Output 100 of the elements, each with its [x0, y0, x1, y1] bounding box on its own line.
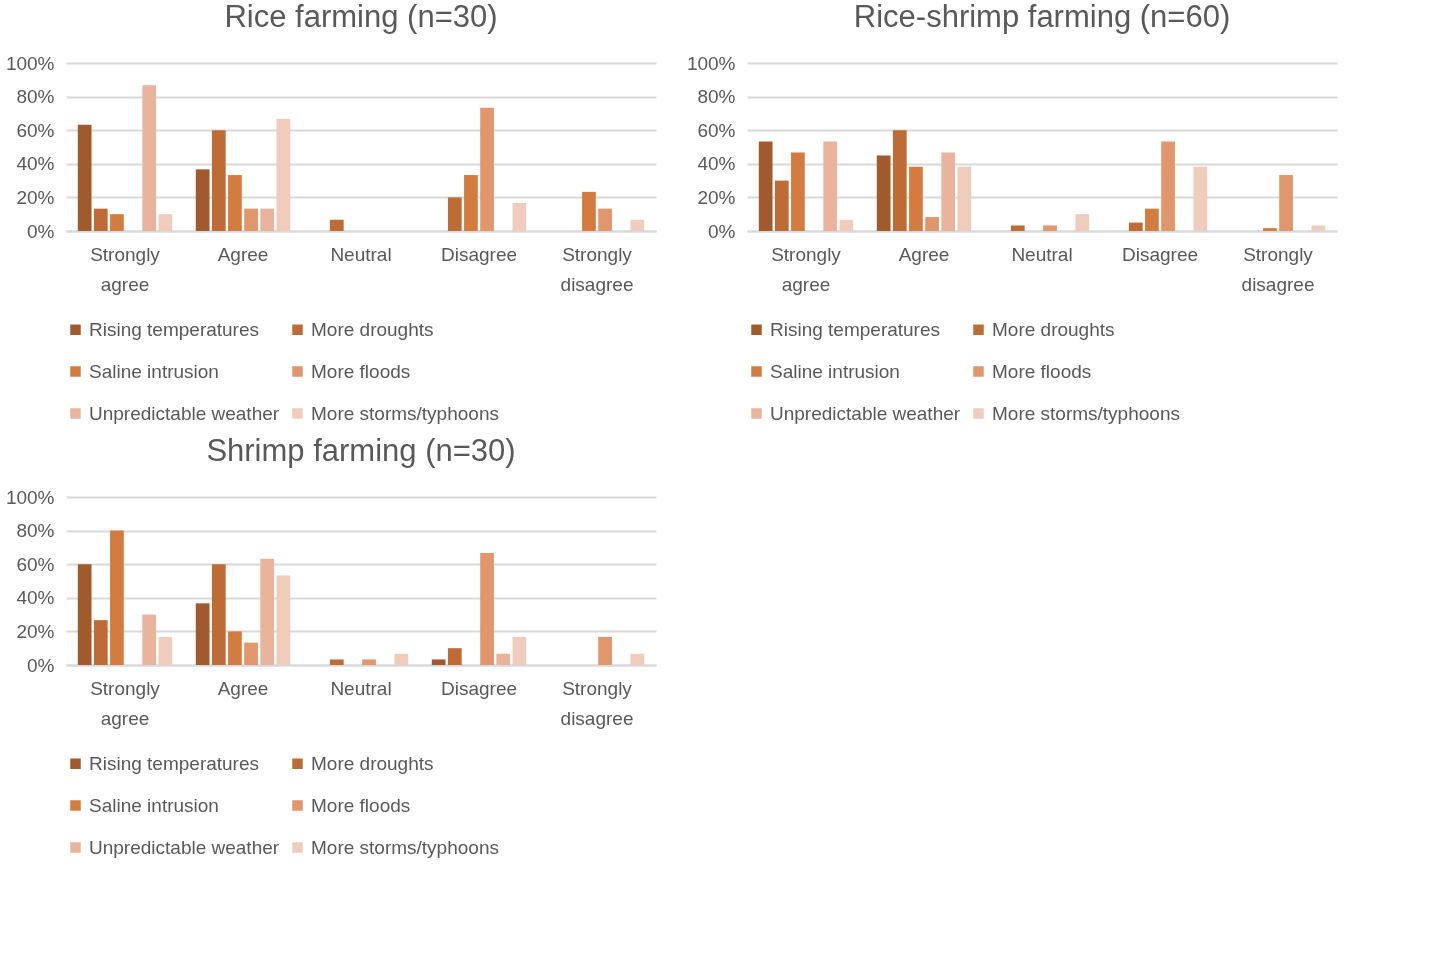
bar	[957, 166, 972, 231]
legend-label: Unpredictable weather	[89, 836, 280, 858]
bar	[630, 653, 645, 665]
bar	[276, 118, 291, 231]
bar	[362, 659, 376, 665]
bar	[582, 191, 596, 231]
bar	[211, 564, 226, 665]
bar	[1075, 214, 1090, 231]
legend-label: Saline intrusion	[770, 360, 900, 382]
bar	[158, 636, 173, 665]
bar	[909, 166, 923, 231]
legend-label: More storms/typhoons	[311, 836, 499, 858]
legend-label: More floods	[992, 360, 1092, 382]
legend-label: Rising temperatures	[770, 318, 941, 340]
bar	[77, 564, 92, 665]
bar	[1193, 166, 1208, 231]
bar	[244, 208, 258, 231]
bar	[598, 208, 612, 231]
bar	[260, 558, 275, 665]
bar	[228, 631, 242, 665]
legend-label: Rising temperatures	[89, 752, 260, 774]
bar	[1145, 208, 1159, 231]
bar	[195, 169, 210, 231]
x-tick-label: Agree	[898, 243, 950, 265]
y-tick-label: 100%	[5, 486, 55, 508]
bar	[1128, 222, 1143, 231]
bar	[93, 208, 108, 231]
y-tick-label: 20%	[697, 186, 736, 208]
x-tick-label: Neutral	[330, 243, 392, 265]
bar	[394, 653, 409, 665]
legend-label: Saline intrusion	[89, 794, 219, 816]
bar	[447, 197, 462, 231]
y-tick-label: 60%	[697, 119, 736, 141]
bar	[244, 642, 258, 665]
legend-label: Unpredictable weather	[89, 402, 280, 424]
bar	[142, 85, 157, 231]
bar	[774, 180, 789, 231]
bar	[93, 620, 108, 665]
legend-label: More droughts	[992, 318, 1115, 340]
x-tick-label: Neutral	[330, 677, 392, 699]
y-tick-label: 40%	[16, 153, 55, 175]
bar	[496, 653, 511, 665]
legend-label: Saline intrusion	[89, 360, 219, 382]
y-tick-label: 100%	[686, 52, 736, 74]
chart-title: Rice-shrimp farming (n=60)	[853, 0, 1231, 34]
bar	[512, 202, 527, 231]
x-tick-label: Strongly disagree	[1241, 243, 1315, 295]
bar	[1279, 175, 1293, 231]
bar	[791, 152, 805, 231]
bar	[839, 219, 854, 231]
legend-label: More floods	[311, 794, 411, 816]
bar	[876, 155, 891, 231]
legend-label: More storms/typhoons	[311, 402, 499, 424]
bar	[941, 152, 956, 231]
legend-label: Rising temperatures	[89, 318, 260, 340]
bar	[1043, 225, 1057, 231]
bar	[464, 175, 478, 231]
y-tick-label: 0%	[27, 220, 55, 242]
chart-title: Rice farming (n=30)	[224, 0, 498, 34]
chart-title: Shrimp farming (n=30)	[206, 433, 516, 468]
bar	[110, 214, 124, 231]
bar	[447, 648, 462, 665]
legend-label: More droughts	[311, 318, 434, 340]
bar	[823, 141, 838, 231]
bar	[925, 217, 939, 231]
y-tick-label: 20%	[16, 620, 55, 642]
bar	[1010, 225, 1025, 231]
y-tick-label: 80%	[16, 520, 55, 542]
x-tick-label: Agree	[217, 243, 269, 265]
x-tick-label: Disagree	[440, 243, 518, 265]
legend-label: More floods	[311, 360, 411, 382]
bar	[228, 175, 242, 231]
y-tick-label: 60%	[16, 553, 55, 575]
y-tick-label: 80%	[16, 86, 55, 108]
bar	[260, 208, 275, 231]
x-tick-label: Strongly disagree	[560, 677, 634, 729]
bar	[892, 130, 907, 231]
bar	[480, 552, 494, 665]
bar	[158, 214, 173, 231]
bar	[431, 659, 446, 665]
y-tick-label: 40%	[16, 587, 55, 609]
bar	[480, 107, 494, 231]
y-tick-label: 80%	[697, 86, 736, 108]
y-tick-label: 60%	[16, 119, 55, 141]
legend-label: More droughts	[311, 752, 434, 774]
bar	[1161, 141, 1175, 231]
x-tick-label: Strongly agree	[90, 243, 161, 295]
legend-label: Unpredictable weather	[770, 402, 961, 424]
bar	[1311, 225, 1326, 231]
x-tick-label: Strongly disagree	[560, 243, 634, 295]
x-tick-label: Strongly agree	[771, 243, 842, 295]
bar	[211, 130, 226, 231]
y-tick-label: 100%	[5, 52, 55, 74]
x-tick-label: Strongly agree	[90, 677, 161, 729]
bar	[142, 614, 157, 665]
y-tick-label: 0%	[708, 220, 736, 242]
bar	[110, 530, 124, 665]
bar	[630, 219, 645, 231]
bar	[598, 636, 612, 665]
bar	[77, 124, 92, 231]
